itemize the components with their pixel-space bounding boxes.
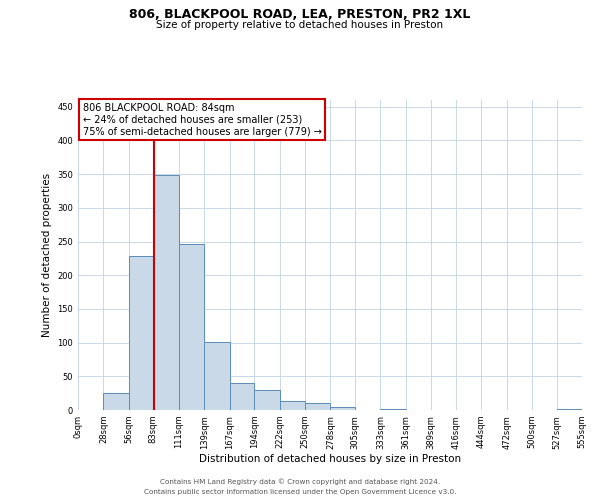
Bar (230, 383, 254, 410)
Bar (280, 400, 305, 410)
Bar (557, 408, 582, 410)
Y-axis label: Number of detached properties: Number of detached properties (42, 173, 52, 337)
Bar (204, 342, 230, 410)
Text: Contains public sector information licensed under the Open Government Licence v3: Contains public sector information licen… (144, 489, 456, 495)
Bar (179, 244, 204, 410)
Bar (254, 390, 280, 410)
Text: Size of property relative to detached houses in Preston: Size of property relative to detached ho… (157, 20, 443, 30)
Text: Contains HM Land Registry data © Crown copyright and database right 2024.: Contains HM Land Registry data © Crown c… (160, 478, 440, 485)
Bar (154, 176, 179, 410)
Text: 806 BLACKPOOL ROAD: 84sqm
← 24% of detached houses are smaller (253)
75% of semi: 806 BLACKPOOL ROAD: 84sqm ← 24% of detac… (83, 104, 322, 136)
Bar (305, 404, 331, 410)
Bar (129, 256, 154, 410)
X-axis label: Distribution of detached houses by size in Preston: Distribution of detached houses by size … (199, 454, 461, 464)
Bar (331, 408, 355, 410)
Bar (380, 408, 406, 410)
Bar (103, 393, 129, 410)
Text: 806, BLACKPOOL ROAD, LEA, PRESTON, PR2 1XL: 806, BLACKPOOL ROAD, LEA, PRESTON, PR2 1… (130, 8, 470, 20)
